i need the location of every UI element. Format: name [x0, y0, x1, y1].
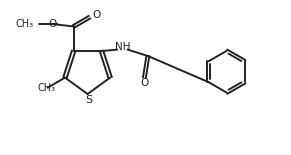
- Text: CH₃: CH₃: [37, 83, 55, 93]
- Text: O: O: [140, 78, 148, 89]
- Text: S: S: [86, 95, 93, 105]
- Text: O: O: [49, 19, 57, 29]
- Text: NH: NH: [115, 42, 130, 52]
- Text: O: O: [93, 10, 101, 20]
- Text: CH₃: CH₃: [15, 19, 33, 29]
